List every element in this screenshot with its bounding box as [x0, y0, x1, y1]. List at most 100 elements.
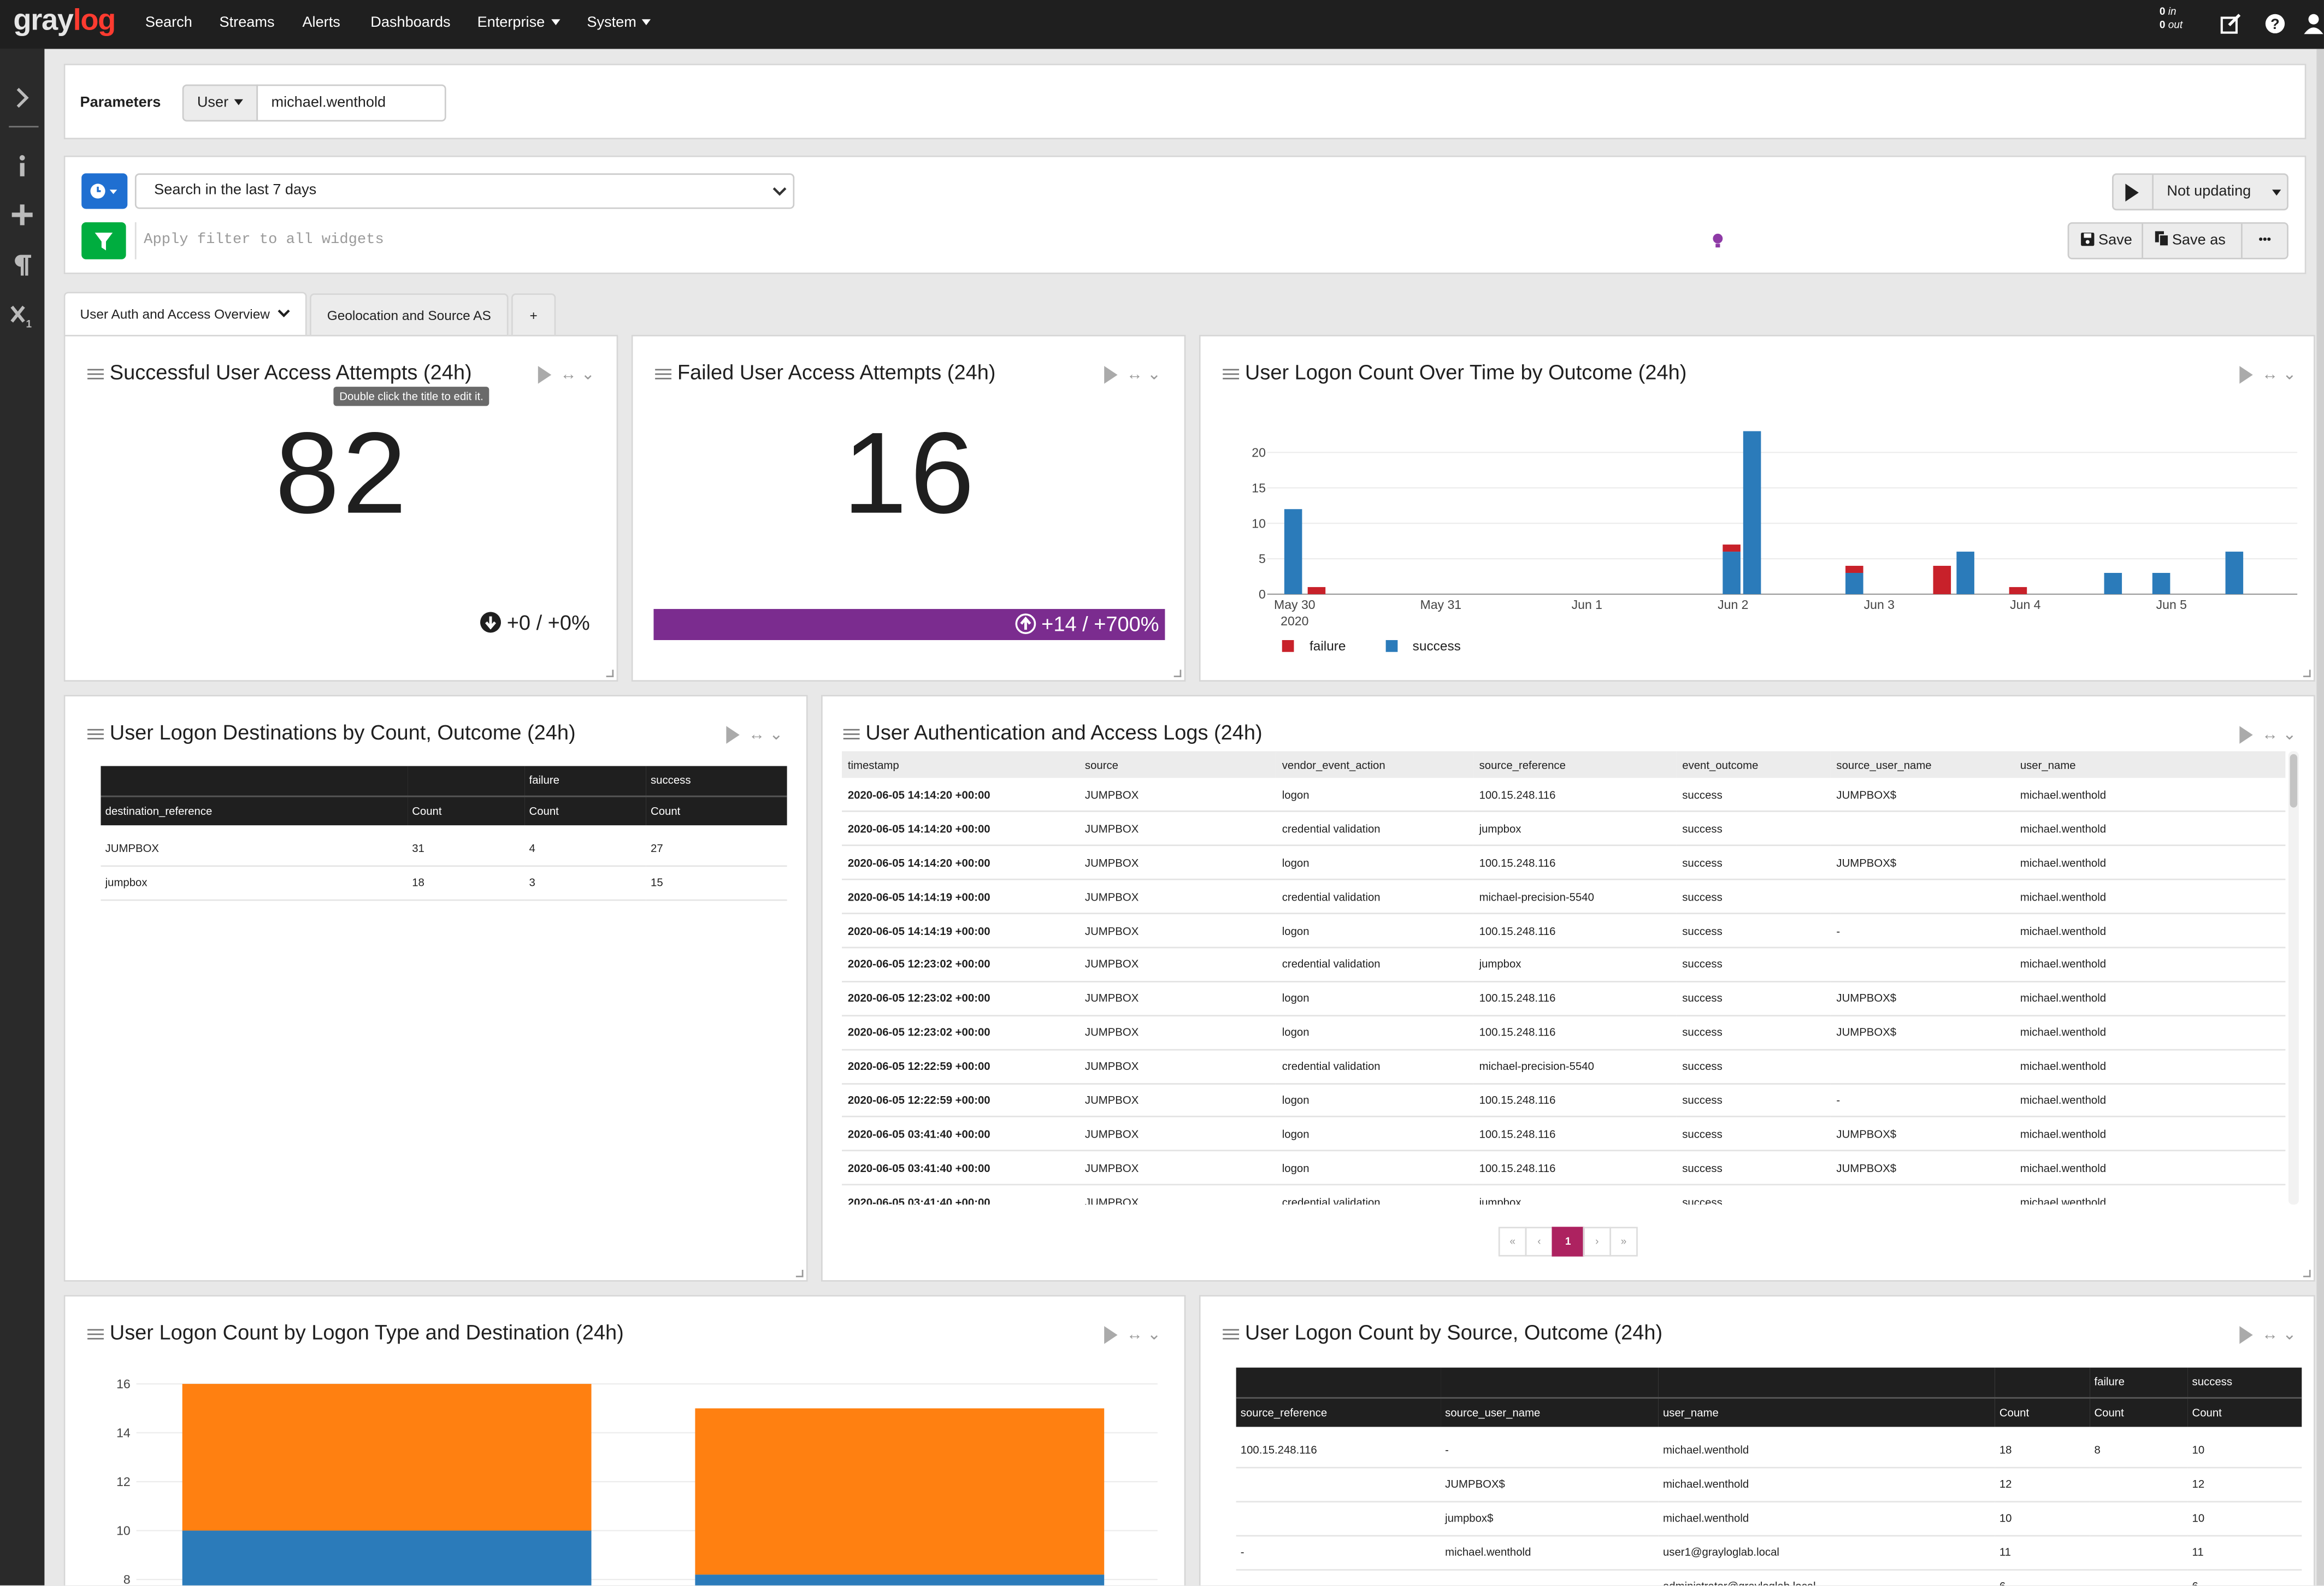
table-cell[interactable]: michael.wenthold — [1658, 1501, 1995, 1536]
log-cell-source-reference[interactable]: 100.15.248.116 — [1473, 845, 1677, 880]
log-cell-timestamp[interactable]: 2020-06-05 14:14:20 +00:00 — [841, 845, 1080, 880]
log-cell-vendor-event-action[interactable]: logon — [1276, 981, 1473, 1016]
column-header[interactable]: Count — [2187, 1397, 2302, 1427]
log-cell-user-name[interactable]: michael.wenthold — [2014, 1117, 2286, 1152]
log-cell-source-user-name[interactable]: JUMPBOX$ — [1830, 981, 2014, 1016]
time-range-type-button[interactable] — [81, 173, 128, 209]
help-icon[interactable]: ? — [2263, 12, 2287, 35]
log-cell-timestamp[interactable]: 2020-06-05 12:22:59 +00:00 — [841, 1049, 1080, 1084]
chevron-down-icon[interactable]: ⌄ — [2282, 726, 2301, 744]
log-cell-source[interactable]: JUMPBOX — [1079, 812, 1276, 847]
previous-page-button[interactable]: ‹ — [1525, 1227, 1554, 1257]
table-row[interactable]: 2020-06-05 14:14:19 +00:00 JUMPBOX logon 10… — [841, 913, 2286, 949]
table-cell[interactable]: 8 — [2090, 1433, 2188, 1468]
log-cell-vendor-event-action[interactable]: credential validation — [1276, 812, 1473, 847]
scrollbar-thumb[interactable] — [2290, 754, 2298, 808]
column-header[interactable]: Count — [646, 795, 787, 826]
log-cell-source[interactable]: JUMPBOX — [1079, 947, 1276, 983]
resize-handle[interactable] — [2303, 670, 2311, 677]
column-header[interactable]: source_user_name — [1830, 751, 2014, 778]
stacked-bar-segment[interactable] — [695, 1575, 1105, 1585]
log-cell-vendor-event-action[interactable]: logon — [1276, 913, 1473, 949]
log-cell-source-user-name[interactable] — [1830, 1049, 2014, 1084]
table-row[interactable]: 2020-06-05 03:41:40 +00:00 JUMPBOX logon 10… — [841, 1117, 2286, 1152]
table-cell[interactable]: 11 — [1995, 1535, 2090, 1570]
time-range-select[interactable]: Search in the last 7 days — [134, 173, 795, 209]
log-cell-source[interactable]: JUMPBOX — [1079, 879, 1276, 915]
table-cell[interactable]: 100.15.248.116 — [1236, 1433, 1441, 1468]
log-cell-source-user-name[interactable]: JUMPBOX$ — [1830, 1151, 2014, 1186]
legend-failure[interactable]: failure — [1309, 638, 1346, 654]
table-cell[interactable]: 12 — [2187, 1466, 2302, 1502]
table-cell[interactable]: JUMPBOX$ — [1441, 1466, 1659, 1502]
log-cell-vendor-event-action[interactable]: logon — [1276, 1015, 1473, 1050]
log-cell-source-user-name[interactable]: JUMPBOX$ — [1830, 1015, 2014, 1050]
log-cell-source-user-name[interactable] — [1830, 879, 2014, 915]
table-cell[interactable]: michael.wenthold — [1441, 1535, 1659, 1570]
paragraph-icon[interactable] — [9, 252, 36, 279]
table-cell[interactable]: 6 — [2187, 1569, 2302, 1585]
chevron-down-icon[interactable]: ⌄ — [581, 366, 599, 384]
log-cell-timestamp[interactable]: 2020-06-05 14:14:19 +00:00 — [841, 879, 1080, 915]
parameter-dropdown[interactable]: User — [182, 84, 258, 122]
lightbulb-icon[interactable] — [1712, 233, 1724, 249]
log-cell-user-name[interactable]: michael.wenthold — [2014, 981, 2286, 1016]
column-header[interactable]: timestamp — [841, 751, 1080, 778]
play-icon[interactable] — [2239, 726, 2253, 744]
log-cell-timestamp[interactable]: 2020-06-05 12:23:02 +00:00 — [841, 1015, 1080, 1050]
column-header[interactable]: Count — [2090, 1397, 2188, 1427]
table-cell[interactable] — [1236, 1466, 1441, 1502]
column-header[interactable]: source_reference — [1236, 1397, 1441, 1427]
chevron-down-icon[interactable] — [276, 308, 290, 318]
log-cell-user-name[interactable]: michael.wenthold — [2014, 778, 2286, 813]
log-cell-timestamp[interactable]: 2020-06-05 12:22:59 +00:00 — [841, 1083, 1080, 1118]
widget-title[interactable]: User Authentication and Access Logs (24h… — [843, 720, 1263, 744]
widget-title[interactable]: Failed User Access Attempts (24h) — [655, 360, 996, 384]
chevron-down-icon[interactable]: ⌄ — [769, 726, 788, 744]
drag-handle-icon[interactable] — [655, 366, 671, 382]
table-cell[interactable]: jumpbox$ — [1441, 1501, 1659, 1536]
log-cell-source-reference[interactable]: 100.15.248.116 — [1473, 981, 1677, 1016]
log-cell-source-reference[interactable]: 100.15.248.116 — [1473, 1083, 1677, 1118]
drag-handle-icon[interactable] — [1223, 1326, 1240, 1342]
column-header[interactable]: destination_reference — [101, 795, 408, 826]
column-header[interactable]: source — [1079, 751, 1276, 778]
nav-dashboards[interactable]: Dashboards — [370, 15, 451, 31]
table-cell[interactable] — [1236, 1501, 1441, 1536]
drag-handle-icon[interactable] — [87, 726, 104, 742]
log-cell-vendor-event-action[interactable]: credential validation — [1276, 879, 1473, 915]
play-icon[interactable] — [1104, 1326, 1118, 1344]
table-cell[interactable] — [2090, 1535, 2188, 1570]
log-cell-timestamp[interactable]: 2020-06-05 14:14:20 +00:00 — [841, 812, 1080, 847]
log-cell-user-name[interactable]: michael.wenthold — [2014, 1083, 2286, 1118]
info-icon[interactable] — [9, 152, 36, 179]
log-cell-timestamp[interactable]: 2020-06-05 14:14:20 +00:00 — [841, 778, 1080, 813]
table-cell[interactable]: 12 — [1995, 1466, 2090, 1502]
widget-title[interactable]: User Logon Count by Logon Type and Desti… — [87, 1320, 624, 1344]
log-cell-source-reference[interactable]: 100.15.248.116 — [1473, 1015, 1677, 1050]
column-header[interactable]: Count — [408, 795, 525, 826]
log-cell-event-outcome[interactable]: success — [1676, 1117, 1831, 1152]
log-cell-source-reference[interactable]: michael-precision-5540 — [1473, 1049, 1677, 1084]
next-page-button[interactable]: › — [1583, 1227, 1612, 1257]
legend-success[interactable]: success — [1412, 638, 1461, 654]
table-cell[interactable]: 11 — [2187, 1535, 2302, 1570]
log-cell-event-outcome[interactable]: success — [1676, 845, 1831, 880]
drag-handle-icon[interactable] — [87, 1326, 104, 1342]
first-page-button[interactable]: « — [1498, 1227, 1527, 1257]
log-cell-timestamp[interactable]: 2020-06-05 03:41:40 +00:00 — [841, 1117, 1080, 1152]
chevron-down-icon[interactable]: ⌄ — [2282, 366, 2301, 384]
expand-horizontal-icon[interactable]: ↔ — [2262, 366, 2283, 384]
log-cell-source[interactable]: JUMPBOX — [1079, 1083, 1276, 1118]
log-cell-source-user-name[interactable]: JUMPBOX$ — [1830, 778, 2014, 813]
log-cell-source[interactable]: JUMPBOX — [1079, 913, 1276, 949]
log-cell-event-outcome[interactable]: success — [1676, 1083, 1831, 1118]
refresh-control[interactable]: Not updating — [2112, 173, 2288, 211]
column-header[interactable]: Count — [1995, 1397, 2090, 1427]
log-cell-user-name[interactable]: michael.wenthold — [2014, 845, 2286, 880]
expand-horizontal-icon[interactable]: ↔ — [560, 366, 581, 384]
log-cell-source-user-name[interactable]: - — [1830, 913, 2014, 949]
log-cell-user-name[interactable]: michael.wenthold — [2014, 913, 2286, 949]
table-row[interactable]: 2020-06-05 12:23:02 +00:00 JUMPBOX logon 10… — [841, 981, 2286, 1016]
more-actions-button[interactable]: ••• — [2258, 232, 2272, 246]
